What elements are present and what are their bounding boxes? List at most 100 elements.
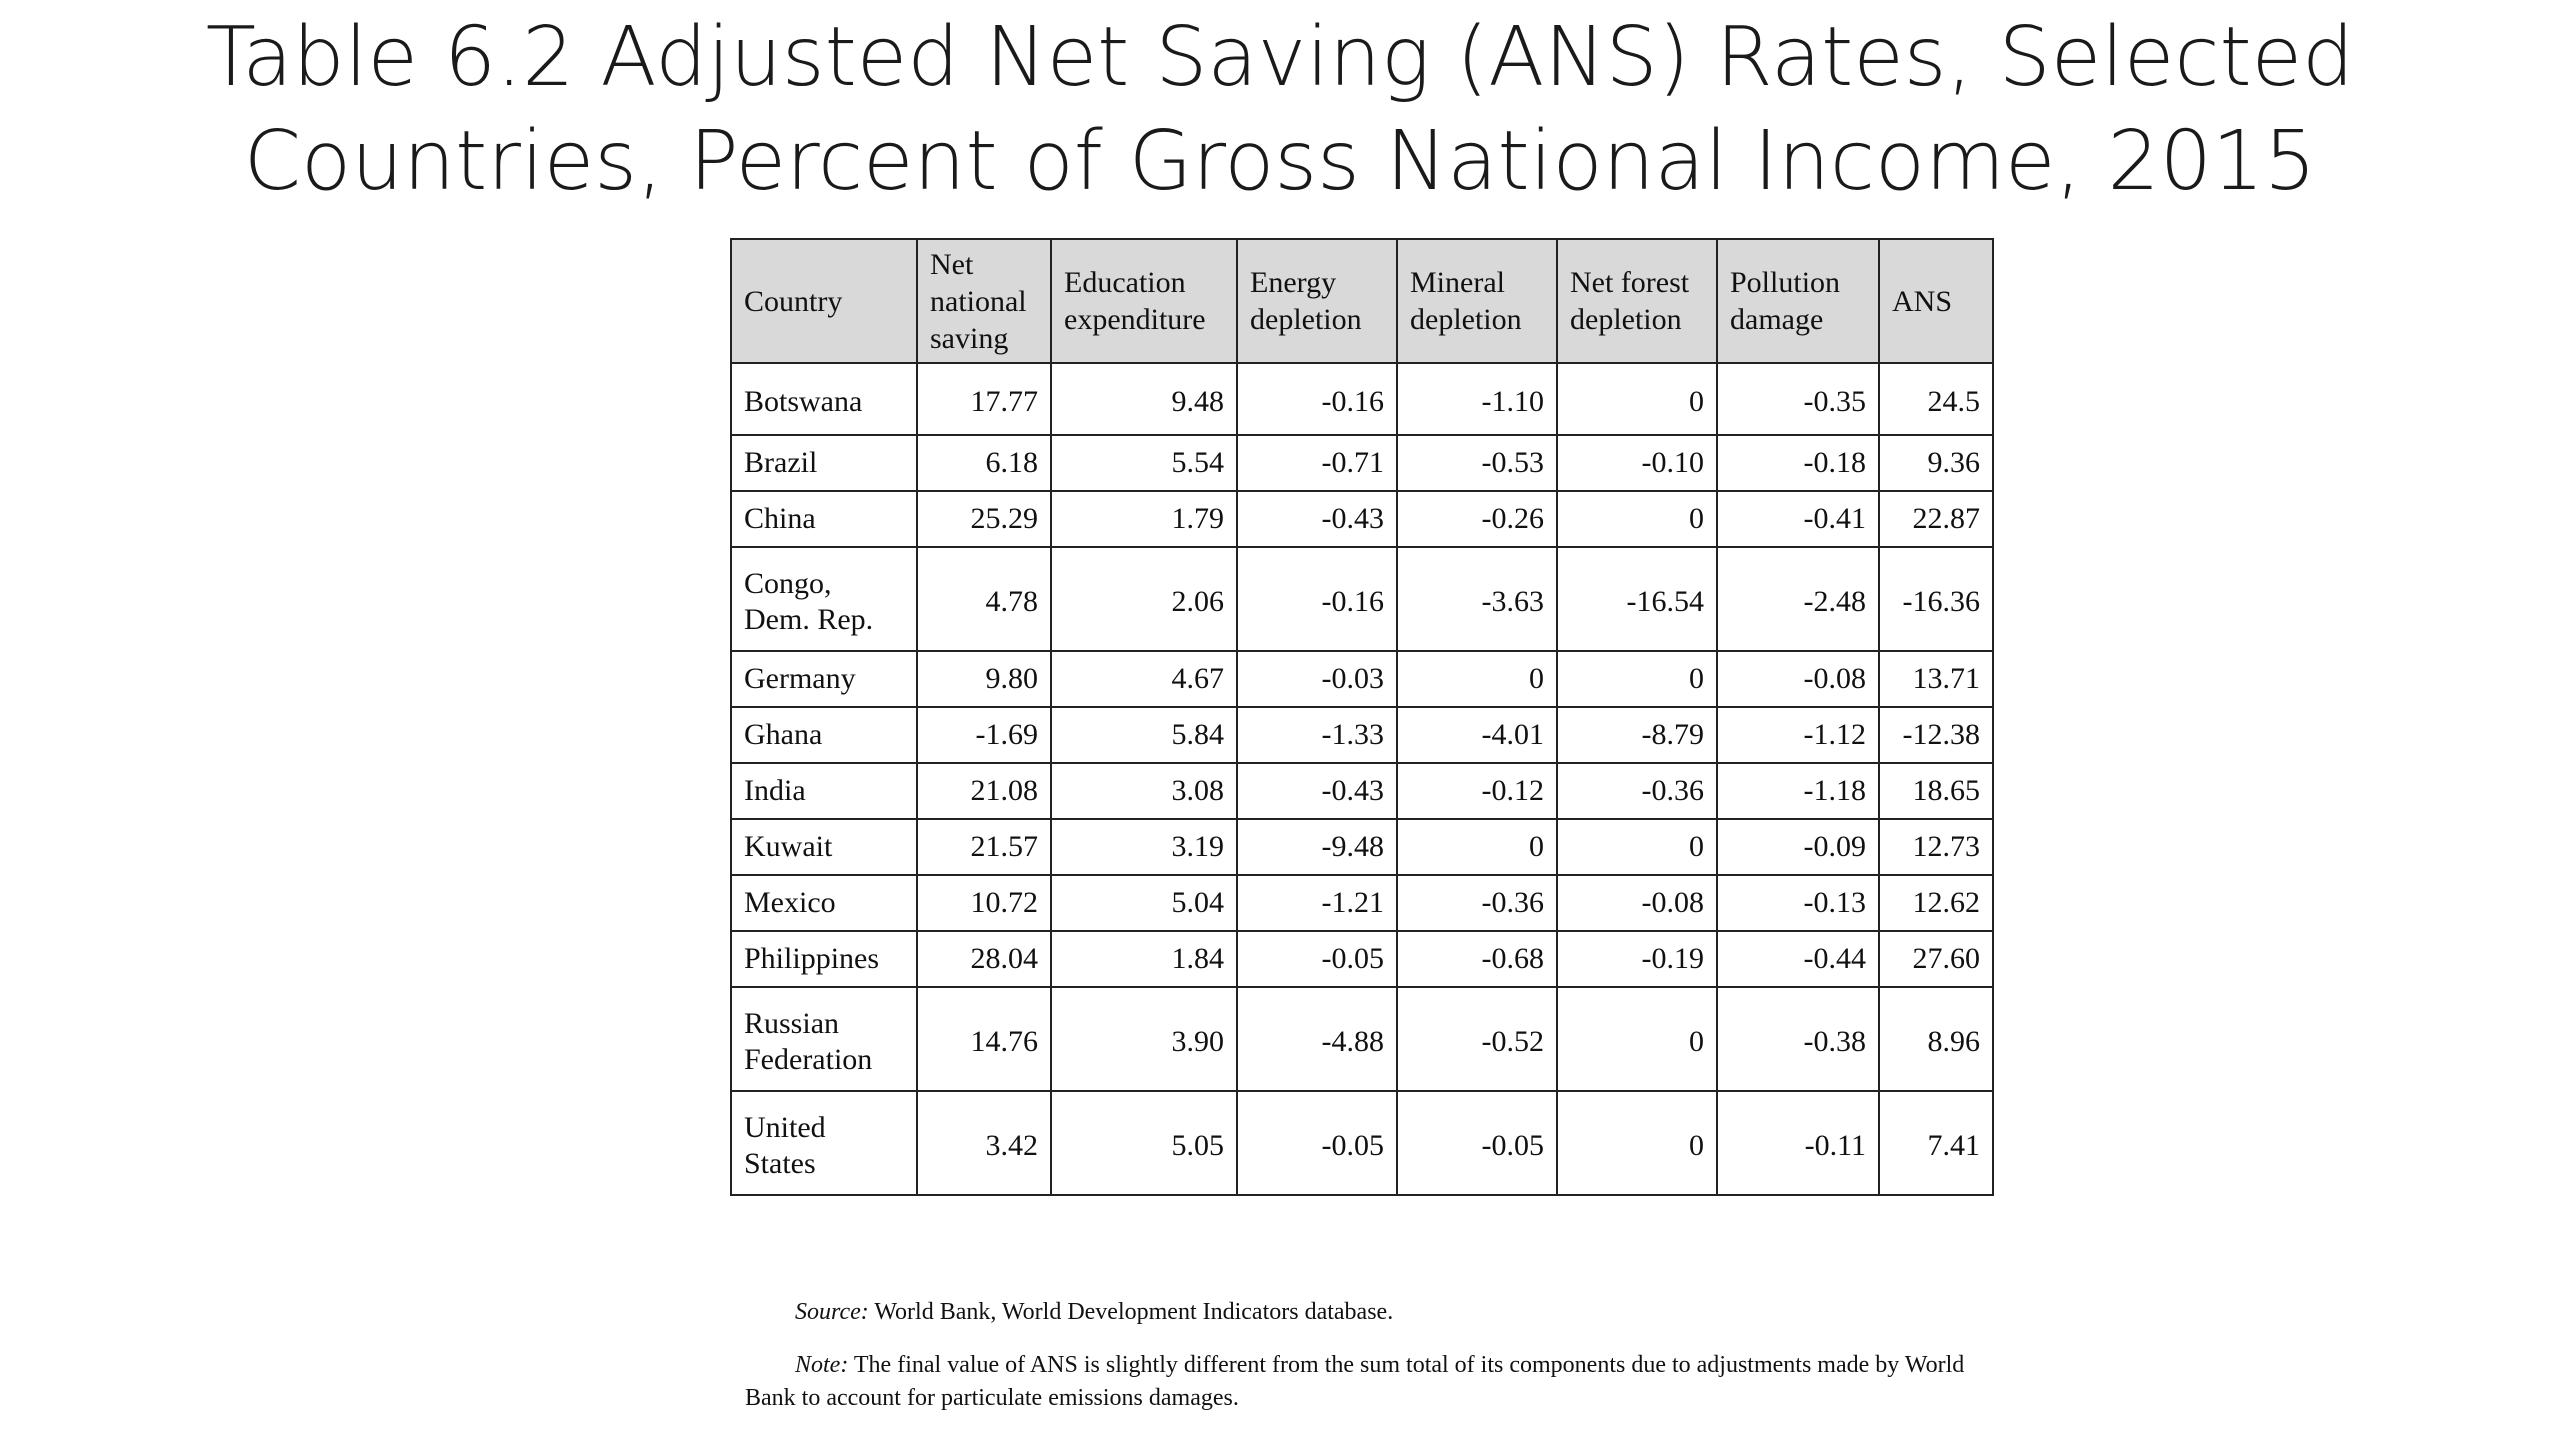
country-cell: Brazil (730, 434, 918, 492)
value-cell: -16.36 (1878, 546, 1994, 652)
table-container: Country Net national saving Education expe… (730, 238, 1994, 1196)
value-cell: -0.11 (1716, 1090, 1880, 1196)
value-cell: -0.03 (1236, 650, 1398, 708)
value-cell: -1.12 (1716, 706, 1880, 764)
table-row: Philippines 28.04 1.84 -0.05 -0.68 -0.19 -0.44… (730, 930, 1994, 988)
value-cell: 21.08 (916, 762, 1052, 820)
value-cell: 9.80 (916, 650, 1052, 708)
value-cell: -0.44 (1716, 930, 1880, 988)
table-row: Kuwait 21.57 3.19 -9.48 0 0 -0.09 12.73 (730, 818, 1994, 876)
table-row: India 21.08 3.08 -0.43 -0.12 -0.36 -1.18 18.65 (730, 762, 1994, 820)
value-cell: -0.08 (1716, 650, 1880, 708)
value-cell: 18.65 (1878, 762, 1994, 820)
country-cell: Germany (730, 650, 918, 708)
value-cell: -0.36 (1396, 874, 1558, 932)
value-cell: -12.38 (1878, 706, 1994, 764)
value-cell: 0 (1556, 490, 1718, 548)
value-cell: 2.06 (1050, 546, 1238, 652)
value-cell: 4.67 (1050, 650, 1238, 708)
value-cell: -9.48 (1236, 818, 1398, 876)
value-cell: 3.42 (916, 1090, 1052, 1196)
value-cell: -0.16 (1236, 362, 1398, 436)
value-cell: -0.08 (1556, 874, 1718, 932)
value-cell: -1.21 (1236, 874, 1398, 932)
value-cell: -0.10 (1556, 434, 1718, 492)
value-cell: -0.41 (1716, 490, 1880, 548)
value-cell: 21.57 (916, 818, 1052, 876)
value-cell: 13.71 (1878, 650, 1994, 708)
value-cell: 28.04 (916, 930, 1052, 988)
value-cell: 3.08 (1050, 762, 1238, 820)
country-cell: United States (730, 1090, 918, 1196)
value-cell: 9.36 (1878, 434, 1994, 492)
value-cell: 17.77 (916, 362, 1052, 436)
table-row: Brazil 6.18 5.54 -0.71 -0.53 -0.10 -0.18 9.36 (730, 434, 1994, 492)
value-cell: -0.53 (1396, 434, 1558, 492)
value-cell: -1.18 (1716, 762, 1880, 820)
table-row: Russian Federation 14.76 3.90 -4.88 -0.52 0 -0… (730, 986, 1994, 1092)
table-header: Country Net national saving Education expe… (730, 238, 1994, 364)
value-cell: -0.38 (1716, 986, 1880, 1092)
value-cell: -0.52 (1396, 986, 1558, 1092)
value-cell: -0.35 (1716, 362, 1880, 436)
value-cell: -0.05 (1396, 1090, 1558, 1196)
value-cell: 3.90 (1050, 986, 1238, 1092)
country-cell: Mexico (730, 874, 918, 932)
value-cell: 9.48 (1050, 362, 1238, 436)
note-text-block: Note: The final value of ANS is slightly… (745, 1349, 1985, 1415)
value-cell: 5.05 (1050, 1090, 1238, 1196)
value-cell: -0.05 (1236, 1090, 1398, 1196)
value-cell: -0.18 (1716, 434, 1880, 492)
value-cell: 0 (1556, 650, 1718, 708)
slide-title: Table 6.2 Adjusted Net Saving (ANS) Rate… (0, 6, 2560, 214)
value-cell: -0.36 (1556, 762, 1718, 820)
column-header: Net forest depletion (1556, 238, 1718, 364)
column-header: Net national saving (916, 238, 1052, 364)
country-cell: India (730, 762, 918, 820)
value-cell: 0 (1556, 986, 1718, 1092)
value-cell: -4.88 (1236, 986, 1398, 1092)
value-cell: 7.41 (1878, 1090, 1994, 1196)
value-cell: 1.84 (1050, 930, 1238, 988)
value-cell: 25.29 (916, 490, 1052, 548)
value-cell: -1.10 (1396, 362, 1558, 436)
value-cell: 10.72 (916, 874, 1052, 932)
value-cell: -0.05 (1236, 930, 1398, 988)
table-row: Botswana 17.77 9.48 -0.16 -1.10 0 -0.35 24.5 (730, 362, 1994, 436)
value-cell: -0.13 (1716, 874, 1880, 932)
country-cell: Philippines (730, 930, 918, 988)
value-cell: 12.62 (1878, 874, 1994, 932)
value-cell: -0.16 (1236, 546, 1398, 652)
table-row: Ghana -1.69 5.84 -1.33 -4.01 -8.79 -1.12 -12.38 (730, 706, 1994, 764)
value-cell: -4.01 (1396, 706, 1558, 764)
value-cell: 0 (1396, 818, 1558, 876)
value-cell: -8.79 (1556, 706, 1718, 764)
value-cell: -3.63 (1396, 546, 1558, 652)
value-cell: -0.26 (1396, 490, 1558, 548)
table-row: United States 3.42 5.05 -0.05 -0.05 0 -0.11 7.4… (730, 1090, 1994, 1196)
value-cell: 12.73 (1878, 818, 1994, 876)
value-cell: 0 (1556, 1090, 1718, 1196)
table-row: Congo, Dem. Rep. 4.78 2.06 -0.16 -3.63 -16.54… (730, 546, 1994, 652)
value-cell: -16.54 (1556, 546, 1718, 652)
value-cell: 1.79 (1050, 490, 1238, 548)
value-cell: 22.87 (1878, 490, 1994, 548)
table-body: Botswana 17.77 9.48 -0.16 -1.10 0 -0.35 24.5 Bra… (730, 362, 1994, 1196)
value-cell: -0.09 (1716, 818, 1880, 876)
value-cell: 24.5 (1878, 362, 1994, 436)
value-cell: -1.33 (1236, 706, 1398, 764)
value-cell: -0.19 (1556, 930, 1718, 988)
table-row: China 25.29 1.79 -0.43 -0.26 0 -0.41 22.87 (730, 490, 1994, 548)
country-cell: Ghana (730, 706, 918, 764)
value-cell: -0.12 (1396, 762, 1558, 820)
source-note: Source: World Bank, World Development In… (745, 1296, 1985, 1329)
column-header: Country (730, 238, 918, 364)
value-cell: 0 (1556, 362, 1718, 436)
country-cell: China (730, 490, 918, 548)
value-cell: 14.76 (916, 986, 1052, 1092)
value-cell: -1.69 (916, 706, 1052, 764)
country-cell: Congo, Dem. Rep. (730, 546, 918, 652)
country-cell: Botswana (730, 362, 918, 436)
value-cell: 8.96 (1878, 986, 1994, 1092)
table-row: Germany 9.80 4.67 -0.03 0 0 -0.08 13.71 (730, 650, 1994, 708)
